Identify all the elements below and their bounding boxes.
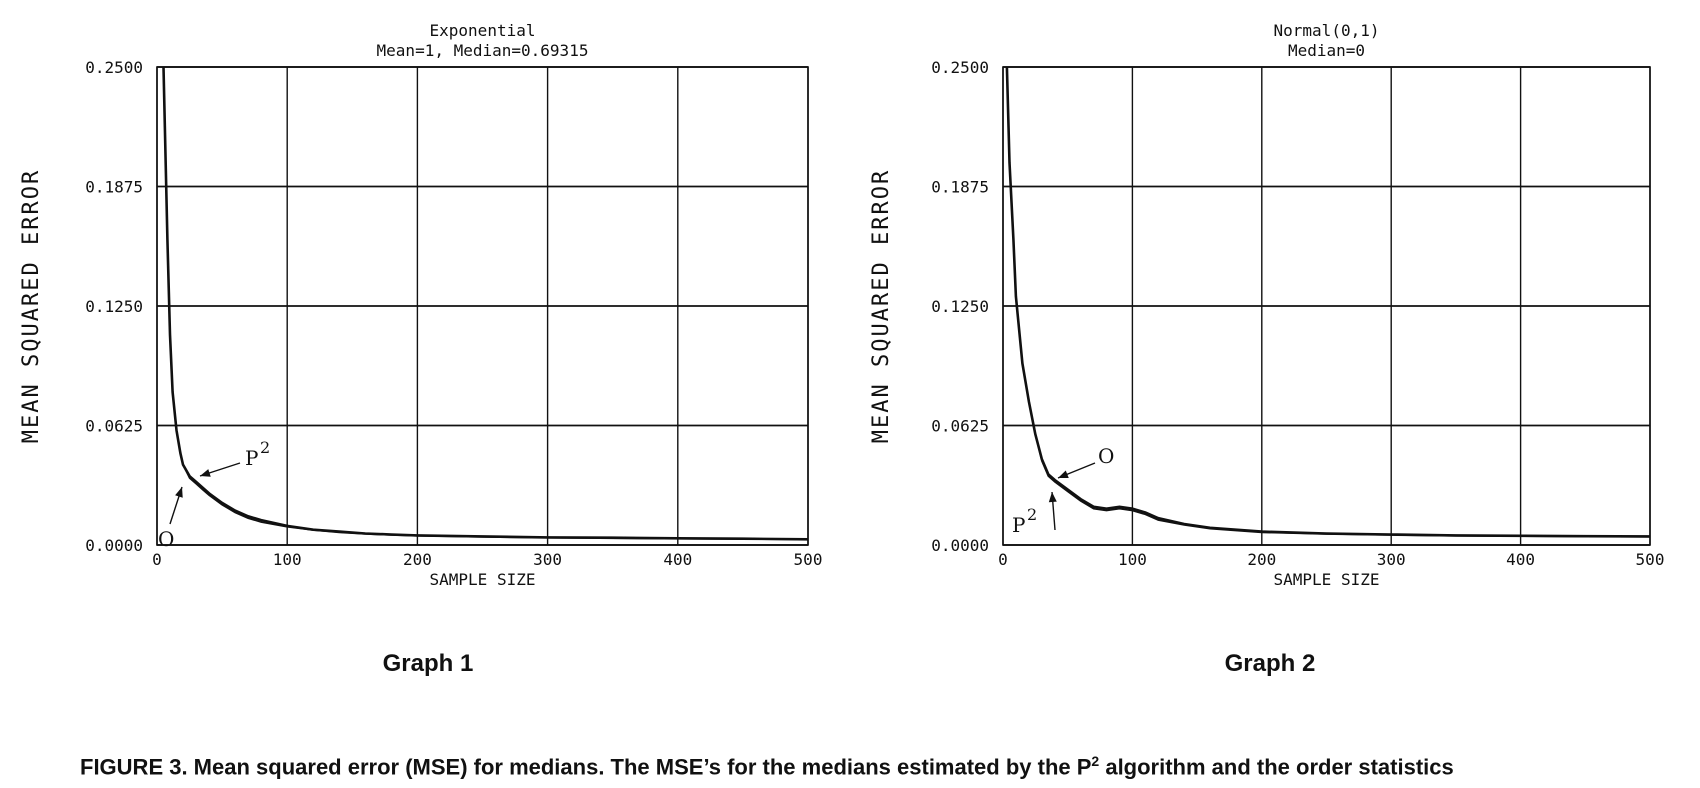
chart-1-ytick-label: 0.0000: [85, 536, 143, 555]
caption-lead: FIGURE 3. Mean squared error (MSE) for m…: [80, 754, 1092, 780]
chart-2-annotation-superscript: 2: [1027, 505, 1037, 524]
chart-1-xtick-label: 100: [273, 550, 302, 569]
chart-2-title: Normal(0,1): [1274, 21, 1380, 40]
chart-1-xtick-label: 400: [663, 550, 692, 569]
chart-2-xtick-label: 0: [998, 550, 1008, 569]
chart-1-ytick-label: 0.2500: [85, 58, 143, 77]
chart-1-frame: [156, 66, 809, 546]
chart-1-annotation-label: O: [158, 527, 174, 551]
chart-2-ytick-label: 0.1875: [931, 178, 989, 197]
chart-2-xtick-label: 100: [1118, 550, 1147, 569]
chart-1-annotation-label: P: [245, 446, 258, 470]
chart-1-xtick-label: 200: [403, 550, 432, 569]
chart-1-ytick-label: 0.1250: [85, 297, 143, 316]
graph-1-label: Graph 1: [382, 650, 474, 677]
chart-2-ytick-label: 0.1250: [931, 297, 989, 316]
chart-1-annotation-superscript: 2: [260, 438, 270, 457]
chart-2-ytick-label: 0.2500: [931, 58, 989, 77]
chart-2-xtick-label: 300: [1377, 550, 1406, 569]
chart-2-annotation-label: P: [1012, 513, 1025, 537]
chart-2-annotation-arrow-head: [1048, 492, 1057, 503]
chart-1-series-p2-line: [162, 66, 809, 541]
chart-2-xtick-label: 400: [1506, 550, 1535, 569]
chart-1-subtitle: Mean=1, Median=0.69315: [377, 41, 589, 60]
chart-1-ylabel: MEAN SQUARED ERROR: [19, 169, 44, 443]
chart-2-ytick-label: 0.0625: [931, 417, 989, 436]
chart-2-annotation-label: O: [1098, 444, 1114, 468]
chart-1-xtick-label: 0: [152, 550, 162, 569]
caption-superscript: 2: [1091, 753, 1100, 769]
chart-1-annotation-arrow-head: [200, 469, 211, 477]
chart-2-ylabel: MEAN SQUARED ERROR: [869, 169, 894, 443]
chart-1-ytick-label: 0.1875: [85, 178, 143, 197]
chart-2-series-o-line: [1006, 66, 1651, 538]
caption-tail: algorithm and the order statistics: [1099, 754, 1454, 780]
graph-2-label: Graph 2: [1224, 650, 1316, 677]
chart-2-xtick-label: 200: [1247, 550, 1276, 569]
chart-2-subtitle: Median=0: [1288, 41, 1365, 60]
chart-2-xlabel: SAMPLE SIZE: [1274, 570, 1380, 589]
chart-1-ytick-label: 0.0625: [85, 417, 143, 436]
chart-2-annotation-arrow-head: [1058, 470, 1069, 478]
chart-1-series-o-line: [162, 66, 809, 541]
chart-2-xtick-label: 500: [1636, 550, 1665, 569]
chart-1-title: Exponential: [430, 21, 536, 40]
figure-caption: FIGURE 3. Mean squared error (MSE) for m…: [80, 753, 1680, 780]
chart-1-xlabel: SAMPLE SIZE: [430, 570, 536, 589]
chart-1-xtick-label: 500: [794, 550, 823, 569]
chart-1-annotation-arrow-head: [175, 487, 183, 498]
chart-2-frame: [1002, 66, 1651, 546]
chart-2-ytick-label: 0.0000: [931, 536, 989, 555]
chart-1-xtick-label: 300: [533, 550, 562, 569]
